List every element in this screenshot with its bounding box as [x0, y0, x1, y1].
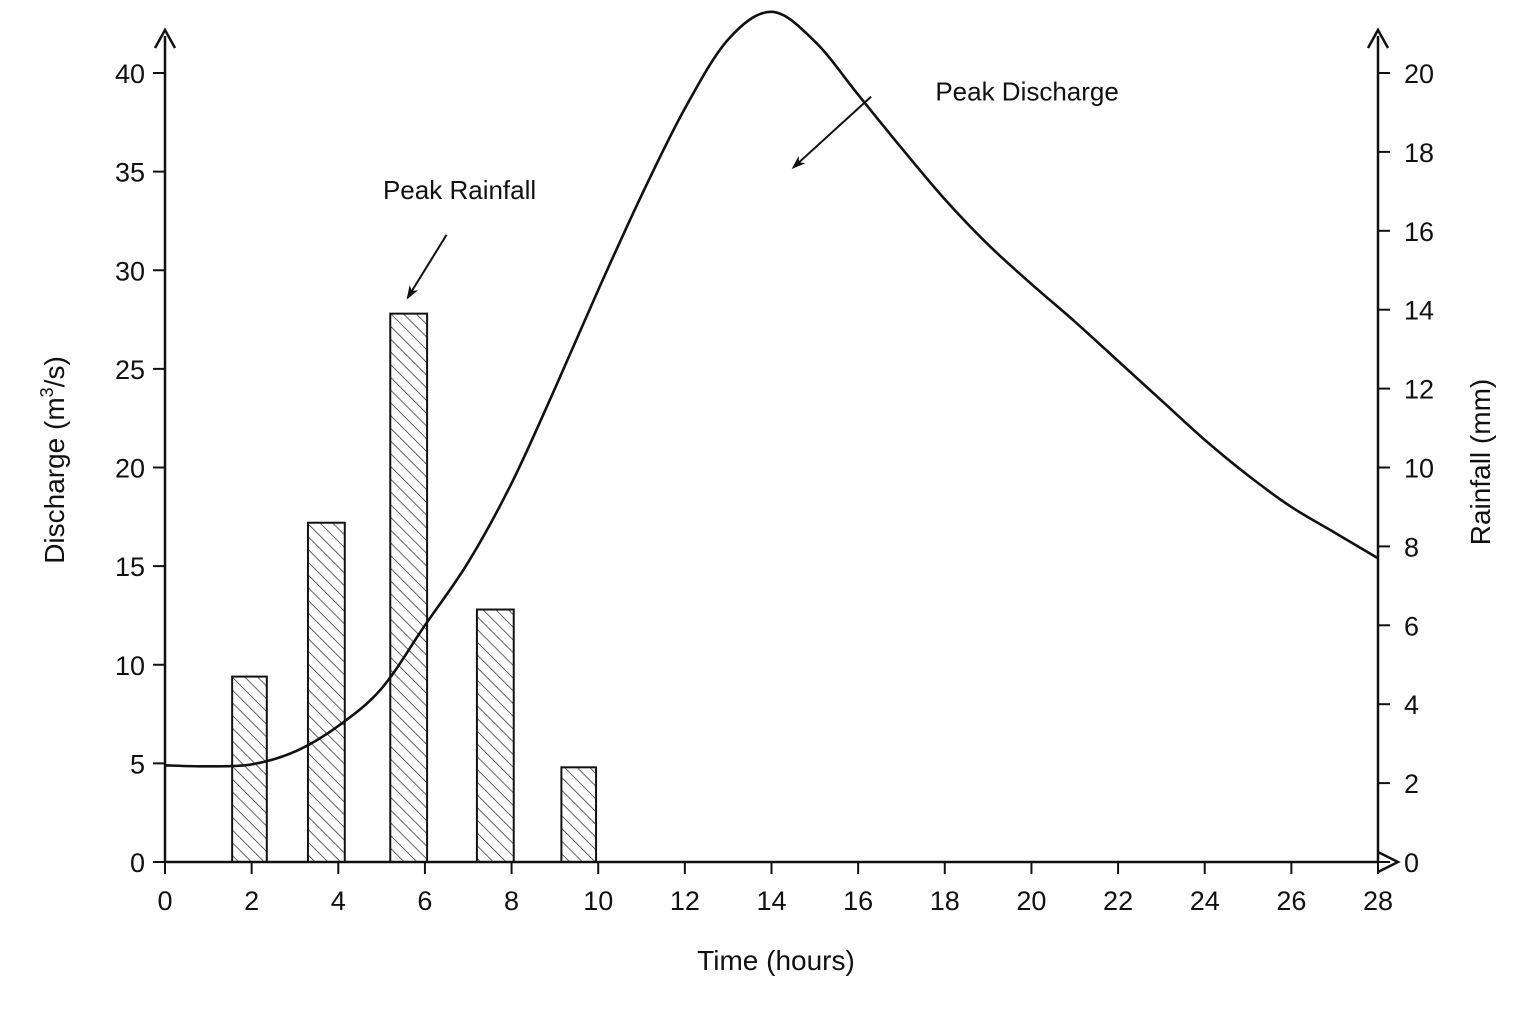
- left-y-label-prefix: Discharge (m: [39, 397, 70, 563]
- left-y-tick-label: 15: [115, 552, 145, 582]
- left-y-label-suffix: /s): [39, 356, 70, 387]
- peak-discharge-label: Peak Discharge: [935, 77, 1119, 107]
- left-y-axis-label: Discharge (m3/s): [37, 356, 70, 564]
- rainfall-bars: [231, 312, 598, 864]
- x-tick-label: 24: [1190, 886, 1220, 916]
- right-y-ticks: 0 2 4 6 8 10 12 14 16 18 20: [1378, 59, 1434, 878]
- left-y-ticks: 0 5 10 15 20 25 30 35 40: [115, 59, 165, 878]
- x-tick-label: 12: [670, 886, 700, 916]
- discharge-curve: [164, 10, 1379, 768]
- x-ticks: 0 2 4 6 8 10 12 14 16 18 20 22 24 26 28: [157, 862, 1393, 916]
- left-y-tick-label: 30: [115, 256, 145, 286]
- left-y-tick-label: 10: [115, 651, 145, 681]
- peak-rainfall-label: Peak Rainfall: [383, 175, 536, 205]
- x-tick-label: 14: [756, 886, 786, 916]
- x-tick-label: 28: [1363, 886, 1393, 916]
- x-axis-arrow: [1377, 850, 1401, 874]
- left-y-tick-label: 40: [115, 59, 145, 89]
- x-tick-label: 16: [843, 886, 873, 916]
- x-tick-label: 22: [1103, 886, 1133, 916]
- x-tick-label: 6: [417, 886, 432, 916]
- right-y-axis-label: Rainfall (mm): [1465, 379, 1496, 545]
- right-y-tick-label: 16: [1404, 217, 1434, 247]
- peak-rainfall-arrow: [406, 234, 448, 300]
- x-tick-label: 4: [331, 886, 346, 916]
- annotations: Peak Rainfall Peak Discharge: [383, 77, 1119, 300]
- rainfall-bar-4: [475, 608, 515, 864]
- rainfall-bar-1: [231, 675, 268, 864]
- right-y-tick-label: 18: [1404, 138, 1434, 168]
- right-y-tick-label: 6: [1404, 611, 1419, 641]
- x-tick-label: 2: [244, 886, 259, 916]
- left-y-tick-label: 20: [115, 454, 145, 484]
- x-axis-label: Time (hours): [697, 945, 855, 976]
- right-y-axis-arrow: [1366, 27, 1390, 49]
- right-y-tick-label: 12: [1404, 375, 1434, 405]
- right-y-tick-label: 2: [1404, 769, 1419, 799]
- x-tick-label: 18: [930, 886, 960, 916]
- left-y-tick-label: 5: [130, 749, 145, 779]
- right-y-tick-label: 14: [1404, 296, 1434, 326]
- x-tick-label: 10: [583, 886, 613, 916]
- left-y-tick-label: 0: [130, 848, 145, 878]
- peak-discharge-arrow: [791, 95, 872, 170]
- discharge-curve-layer: [164, 10, 1379, 768]
- rainfall-bar-2: [306, 521, 346, 863]
- x-tick-label: 26: [1276, 886, 1306, 916]
- left-y-label-superscript: 3: [37, 387, 57, 397]
- rainfall-bar-5: [560, 766, 598, 864]
- right-y-tick-label: 4: [1404, 690, 1419, 720]
- left-y-axis-arrow: [153, 27, 177, 49]
- right-y-tick-label: 10: [1404, 454, 1434, 484]
- right-y-tick-label: 0: [1404, 848, 1419, 878]
- x-tick-label: 8: [504, 886, 519, 916]
- left-y-tick-label: 35: [115, 158, 145, 188]
- x-tick-label: 0: [157, 886, 172, 916]
- right-y-tick-label: 8: [1404, 532, 1419, 562]
- x-tick-label: 20: [1016, 886, 1046, 916]
- left-y-tick-label: 25: [115, 355, 145, 385]
- right-y-tick-label: 20: [1404, 59, 1434, 89]
- rainfall-bar-3: [389, 312, 429, 863]
